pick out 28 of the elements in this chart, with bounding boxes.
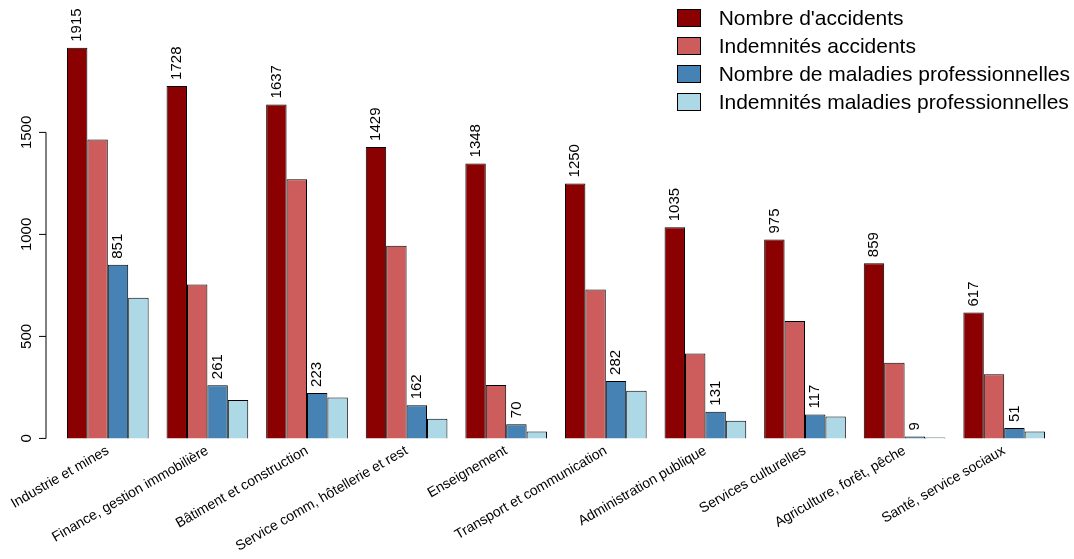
data-label: 617 (963, 281, 981, 307)
data-label: 1035 (664, 187, 682, 222)
y-tick-label: 0 (16, 434, 34, 443)
legend-label: Indemnités accidents (718, 33, 916, 59)
y-tick-label: 1000 (16, 217, 34, 252)
data-label: 975 (764, 208, 782, 234)
data-label: 131 (705, 380, 723, 406)
data-label: 1250 (565, 144, 583, 178)
y-tick-label: 1500 (16, 115, 34, 150)
legend-label: Nombre de maladies professionnelles (718, 61, 1070, 87)
data-label: 70 (506, 401, 524, 419)
data-label: 9 (904, 422, 922, 431)
data-label: 851 (108, 233, 126, 259)
data-label: 859 (864, 232, 882, 258)
data-label: 51 (1004, 405, 1022, 423)
data-label: 162 (406, 374, 424, 400)
data-label: 282 (606, 349, 624, 375)
data-label: 1915 (67, 8, 85, 42)
data-label: 1637 (266, 65, 284, 99)
data-label: 223 (307, 361, 325, 387)
data-label: 1728 (166, 46, 184, 80)
data-label: 1429 (366, 107, 384, 141)
legend-label: Indemnités maladies professionnelles (718, 89, 1069, 115)
legend-label: Nombre d'accidents (718, 5, 904, 31)
data-label: 261 (207, 354, 225, 380)
data-label: 1348 (465, 124, 483, 158)
data-label: 117 (805, 384, 823, 409)
y-tick-label: 500 (16, 323, 34, 349)
